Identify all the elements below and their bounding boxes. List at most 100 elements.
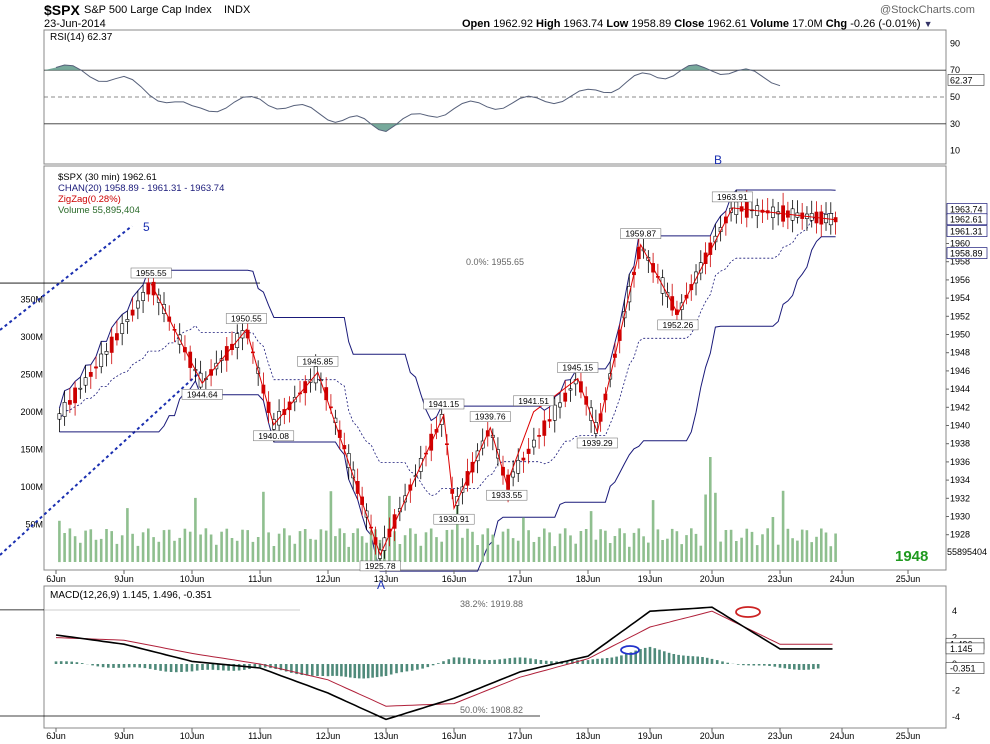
macd-histogram-bar bbox=[395, 664, 398, 674]
zigzag-annotation-box bbox=[359, 560, 401, 572]
macd-histogram-bar bbox=[658, 649, 661, 664]
rsi-line bbox=[55, 64, 781, 133]
volume-bar bbox=[491, 534, 495, 562]
volume-bar bbox=[506, 528, 510, 562]
price-panel-frame bbox=[43, 165, 947, 571]
volume-bar bbox=[162, 530, 166, 562]
macd-y-tick: -2 bbox=[952, 685, 960, 695]
macd-histogram-bar bbox=[335, 664, 339, 676]
volume-bar bbox=[680, 544, 683, 562]
volume-bar bbox=[786, 528, 790, 562]
x-tick-label: 11Jun bbox=[248, 574, 272, 584]
macd-histogram-bar bbox=[112, 664, 115, 668]
macd-histogram-bar bbox=[763, 664, 766, 666]
macd-histogram-bar bbox=[437, 663, 440, 664]
chg-value: -0.26 (-0.01%) bbox=[850, 18, 921, 30]
volume-bar bbox=[246, 530, 249, 562]
volume-bar bbox=[324, 530, 328, 562]
volume-bar bbox=[204, 528, 208, 562]
candle-body bbox=[120, 323, 125, 334]
x-tick-label: 12Jun bbox=[316, 731, 341, 741]
volume-y-tick: 50M bbox=[25, 520, 43, 530]
macd-histogram-bar bbox=[237, 664, 241, 671]
volume-label: Volume bbox=[750, 18, 790, 30]
price-y-tick: 1930 bbox=[950, 512, 970, 522]
macd-histogram-bar bbox=[366, 664, 370, 679]
zigzag-annotation: 1959.87 bbox=[625, 229, 656, 239]
macd-signal-line bbox=[55, 610, 833, 707]
volume-bar bbox=[781, 490, 785, 562]
macd-legend: MACD(12,26,9) 1.145, 1.496, -0.351 bbox=[50, 590, 212, 601]
fib-382-label: 38.2%: 1919.88 bbox=[460, 599, 523, 609]
volume-bar bbox=[755, 545, 759, 562]
volume-bar bbox=[594, 539, 598, 562]
macd-histogram-bar bbox=[107, 664, 110, 668]
zigzag-annotation: 1955.55 bbox=[136, 268, 167, 278]
candle-body bbox=[694, 271, 698, 284]
volume-bar bbox=[543, 528, 546, 562]
volume-bar bbox=[89, 529, 93, 562]
wave-b-label: B bbox=[714, 153, 722, 167]
chevron-down-icon[interactable]: ▼ bbox=[923, 19, 933, 29]
zigzag-annotation-box bbox=[486, 489, 528, 501]
volume-bar bbox=[424, 532, 428, 562]
rsi-value-text: 62.37 bbox=[950, 75, 973, 85]
zigzag-annotation: 1950.55 bbox=[231, 313, 262, 323]
volume-bar bbox=[293, 543, 297, 562]
volume-bar bbox=[685, 535, 688, 562]
volume-bar bbox=[522, 517, 525, 562]
volume-bar bbox=[694, 533, 698, 562]
macd-histogram-bar bbox=[462, 657, 466, 664]
x-tick-label: 24Jun bbox=[830, 574, 855, 584]
macd-histogram-bar bbox=[133, 664, 136, 668]
close-value: 1962.61 bbox=[707, 18, 748, 30]
macd-layer: 420-2-41.4961.145-0.351 bbox=[0, 606, 985, 722]
volume-bar bbox=[272, 546, 276, 562]
macd-histogram-bar bbox=[721, 661, 724, 664]
x-tick-label: 10Jun bbox=[180, 731, 205, 741]
macd-histogram-bar bbox=[442, 661, 445, 664]
volume-bar bbox=[579, 531, 583, 562]
volume-bar bbox=[628, 546, 631, 562]
volume-bar bbox=[194, 497, 197, 562]
volume-bar bbox=[445, 530, 449, 562]
volume-bar bbox=[215, 544, 218, 562]
zigzag-line bbox=[150, 207, 836, 557]
macd-histogram-bar bbox=[624, 653, 628, 664]
macd-histogram-bar bbox=[503, 658, 507, 664]
candle-body bbox=[88, 371, 93, 377]
zigzag-annotation-box bbox=[181, 389, 223, 400]
big-price-label: 1948 bbox=[895, 548, 928, 565]
candle-body bbox=[104, 350, 109, 355]
volume-bar bbox=[110, 531, 113, 562]
macd-histogram-bar bbox=[331, 664, 334, 676]
price-value-badge bbox=[946, 225, 988, 237]
macd-histogram-bar bbox=[467, 658, 471, 664]
volume-bar bbox=[815, 536, 818, 562]
macd-histogram-bar bbox=[571, 660, 574, 664]
candle-body bbox=[57, 413, 62, 420]
macd-histogram-bar bbox=[274, 664, 277, 669]
volume-bar bbox=[365, 542, 368, 562]
price-y-tick: 1942 bbox=[950, 402, 970, 412]
volume-bar bbox=[558, 533, 562, 562]
volume-bar bbox=[209, 534, 213, 562]
candle-body bbox=[136, 300, 140, 309]
volume-bar bbox=[241, 529, 244, 562]
zigzag-legend: ZigZag(0.28%) bbox=[58, 194, 121, 205]
macd-histogram-bar bbox=[653, 648, 657, 664]
volume-bar bbox=[719, 541, 722, 562]
volume-bar bbox=[147, 528, 150, 562]
macd-histogram-bar bbox=[677, 654, 680, 664]
macd-histogram-bar bbox=[539, 660, 543, 664]
channel-middle bbox=[59, 213, 836, 497]
macd-histogram-bar bbox=[483, 659, 486, 664]
trendline-upper bbox=[0, 225, 133, 331]
symbol: $SPX bbox=[44, 2, 80, 18]
macd-histogram-bar bbox=[802, 664, 806, 670]
volume-bar bbox=[288, 535, 291, 562]
volume-bar bbox=[800, 529, 804, 562]
volume-bar bbox=[704, 494, 707, 562]
axis-layer: 6Jun 6Jun 9Jun 9Jun 10Jun 10Jun 11Jun 11Jun 12Ju… bbox=[46, 570, 920, 741]
price-y-tick: 1938 bbox=[950, 439, 970, 449]
